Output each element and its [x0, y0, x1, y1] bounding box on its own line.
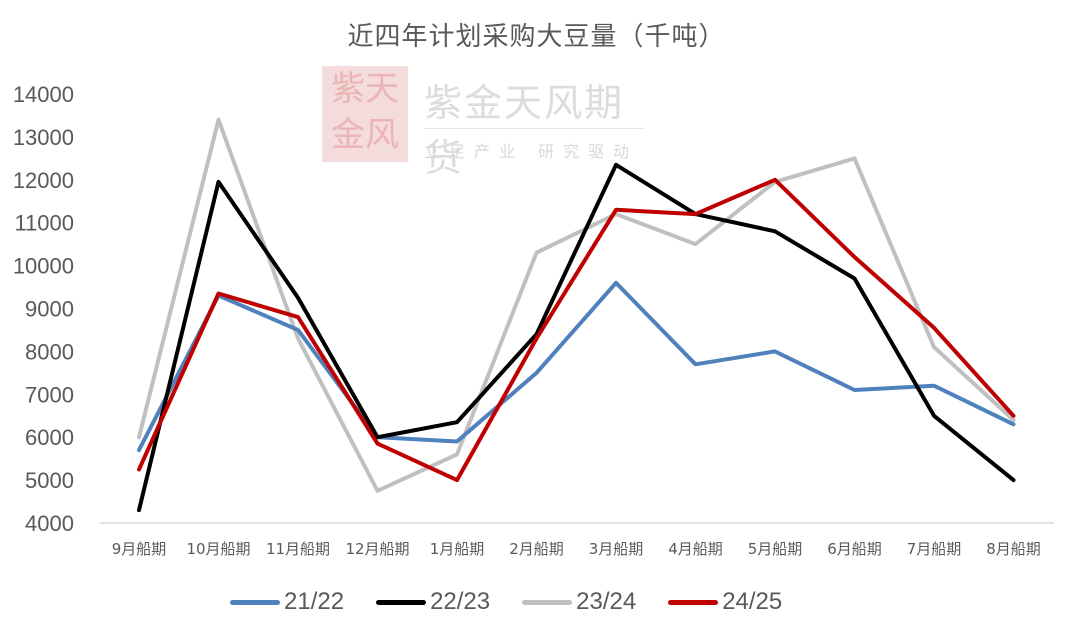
y-tick-label: 7000: [25, 382, 74, 407]
watermark-divider: [424, 128, 644, 129]
x-tick-label: 11月船期: [266, 540, 330, 558]
x-tick-label: 10月船期: [186, 540, 250, 558]
seal-char: 天: [365, 69, 399, 109]
y-tick-label: 9000: [25, 297, 74, 322]
y-axis: 4000 5000 6000 7000 8000 9000 10000 11000 12000 1…: [13, 82, 74, 536]
chart-title: 近四年计划采购大豆量（千吨）: [347, 22, 726, 52]
series-line-22-23: [137, 162, 1016, 513]
x-tick-label: 12月船期: [345, 540, 409, 558]
legend-label: 23/24: [576, 588, 637, 615]
x-tick-label: 2月船期: [509, 540, 564, 558]
legend-item-24-25: 24/25: [668, 588, 782, 616]
legend-label: 21/22: [284, 588, 345, 615]
chart-legend: 21/22 22/23 23/24 24/25: [230, 588, 814, 616]
series-line-24-25: [137, 177, 1016, 483]
x-tick-label: 8月船期: [986, 540, 1041, 558]
seal-char: 金: [331, 115, 365, 155]
y-tick-label: 6000: [25, 425, 74, 450]
watermark-logo: 紫天 金风 紫金天风期货 立足产业 研究驱动: [322, 66, 652, 180]
series-line-23-24: [137, 117, 1016, 493]
legend-line-icon: [522, 599, 573, 605]
legend-line-icon: [376, 599, 427, 605]
watermark-name: 紫金天风期货: [424, 81, 625, 180]
legend-item-22-23: 22/23: [376, 588, 490, 616]
seal-char: 紫: [331, 69, 365, 109]
x-tick-label: 4月船期: [668, 540, 723, 558]
y-tick-label: 8000: [25, 339, 74, 364]
y-tick-label: 10000: [13, 254, 74, 279]
x-tick-label: 1月船期: [430, 540, 485, 558]
legend-label: 24/25: [722, 588, 783, 615]
legend-item-21-22: 21/22: [230, 588, 344, 616]
watermark-seal-icon: 紫天 金风: [322, 66, 408, 162]
legend-line-icon: [230, 599, 280, 605]
legend-item-23-24: 23/24: [522, 588, 636, 616]
y-tick-label: 13000: [13, 125, 74, 150]
y-tick-label: 11000: [14, 211, 74, 236]
y-tick-label: 12000: [13, 168, 74, 193]
y-tick-label: 4000: [25, 511, 74, 536]
y-tick-label: 14000: [13, 82, 74, 107]
x-tick-label: 6月船期: [827, 540, 882, 558]
x-tick-label: 3月船期: [589, 540, 644, 558]
legend-line-icon: [668, 599, 719, 605]
series-line-21-22: [137, 280, 1016, 453]
watermark-slogan: 立足产业 研究驱动: [424, 142, 639, 161]
seal-char: 风: [365, 115, 399, 155]
x-tick-label: 9月船期: [112, 540, 167, 558]
plot-area: [137, 117, 1016, 513]
x-tick-label: 5月船期: [748, 540, 803, 558]
x-tick-label: 7月船期: [907, 540, 962, 558]
y-tick-label: 5000: [25, 468, 74, 493]
x-axis: 9月船期 10月船期 11月船期 12月船期 1月船期 2月船期 3月船期 4月船期 5月船期 6…: [112, 540, 1041, 558]
legend-label: 22/23: [430, 588, 491, 615]
